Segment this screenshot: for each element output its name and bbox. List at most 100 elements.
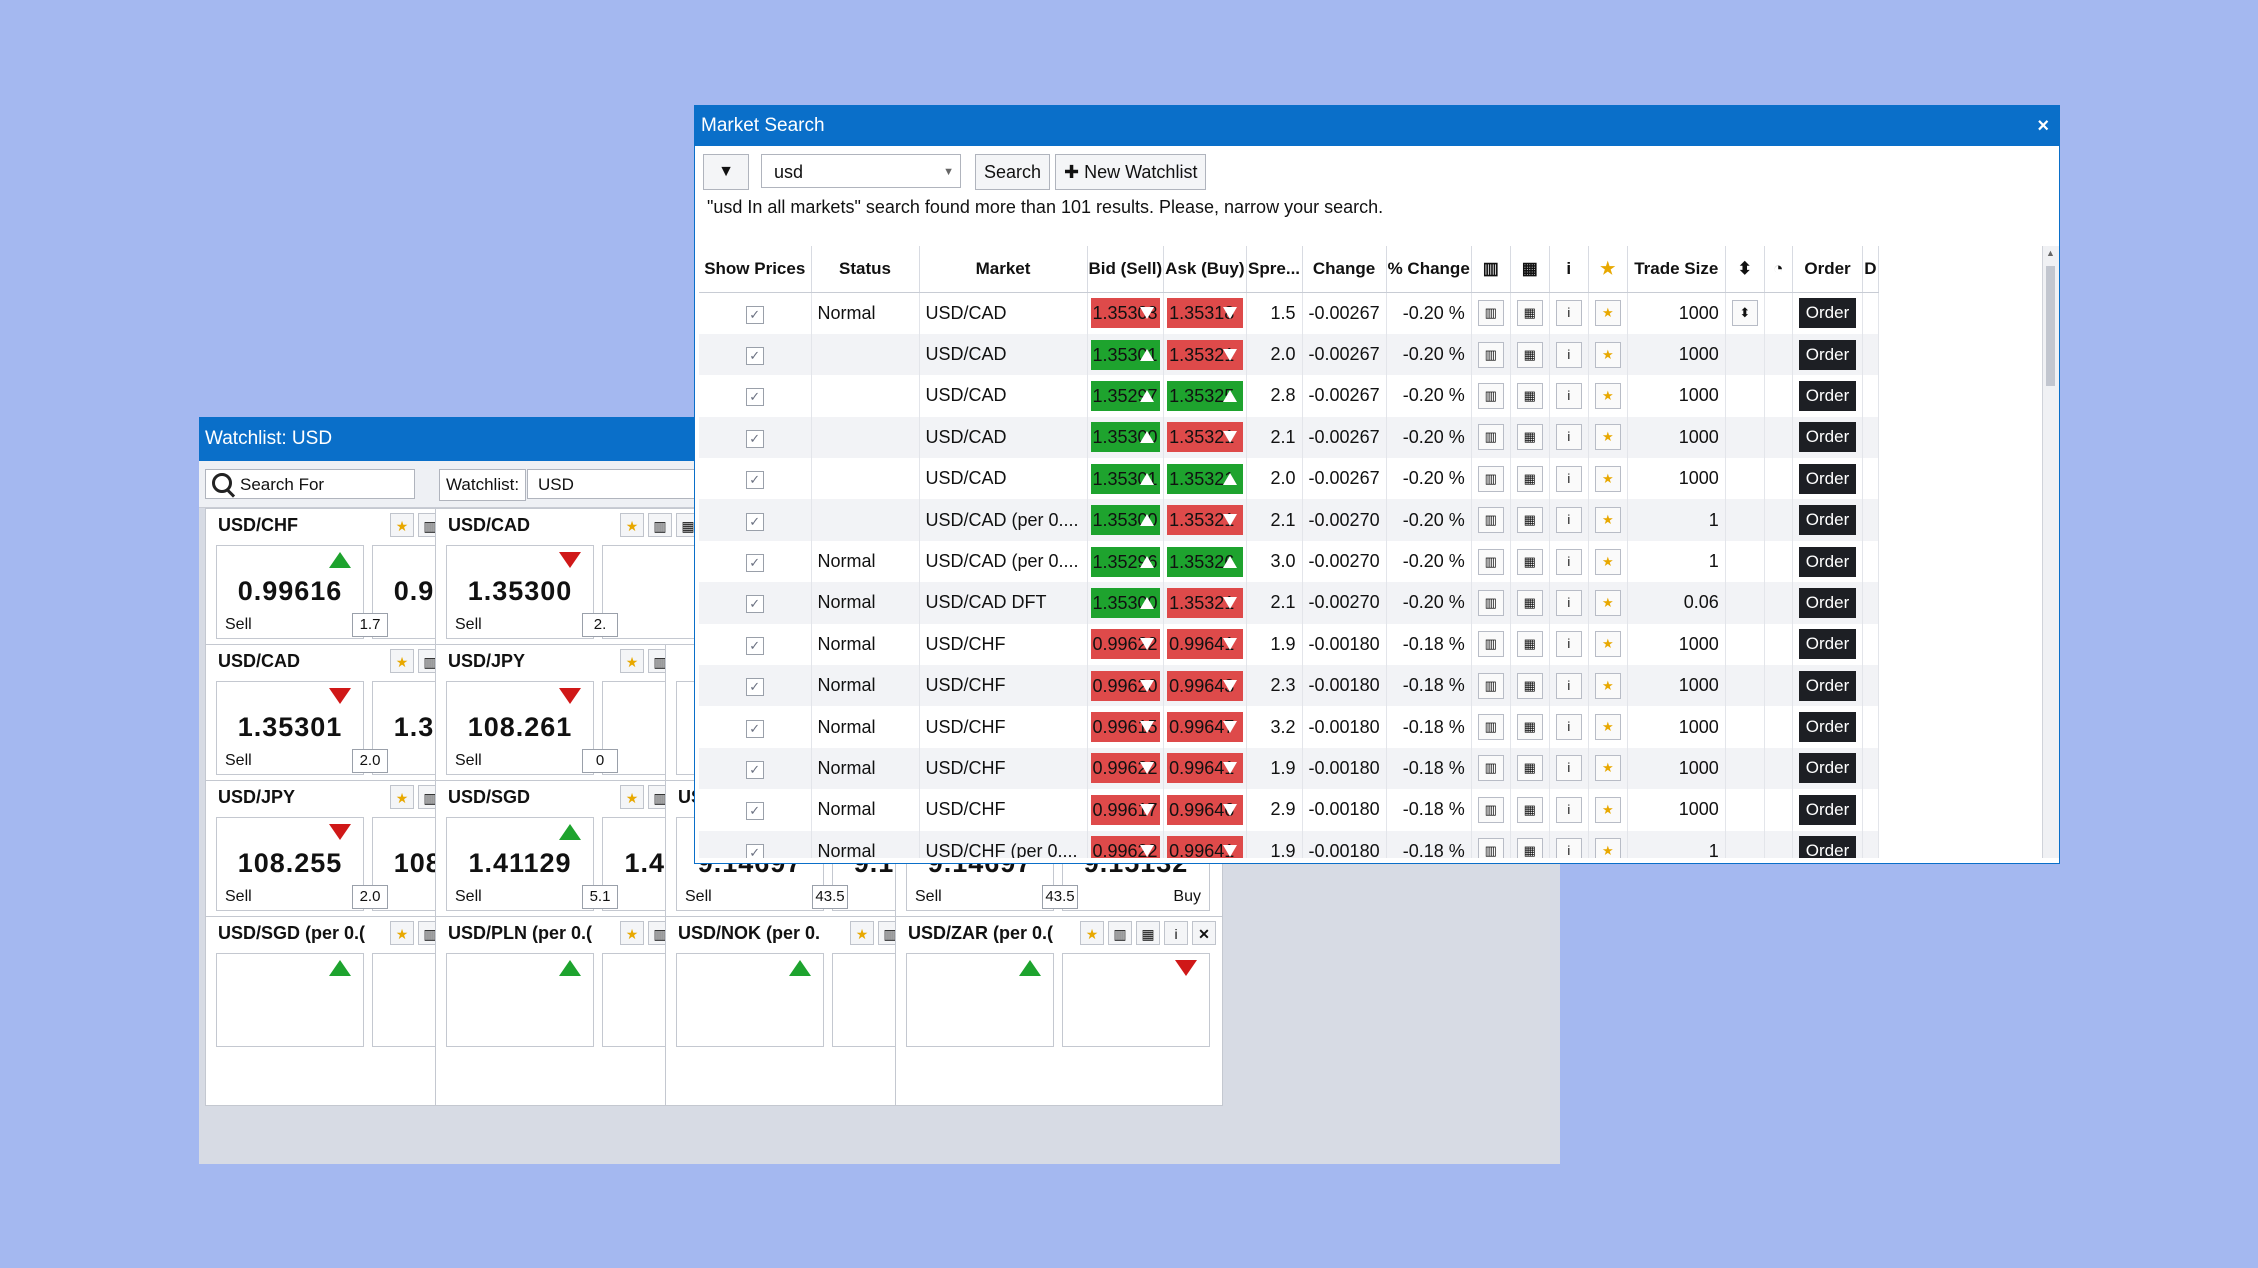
bid-price[interactable]: 1.35300 (1090, 587, 1161, 618)
order-button[interactable]: Order (1798, 670, 1857, 701)
info-icon[interactable]: i (1555, 382, 1582, 409)
show-prices-checkbox[interactable]: ✓ (745, 429, 764, 448)
trade-size-cell[interactable]: 1000 (1627, 789, 1726, 831)
bid-price[interactable]: 0.99615 (1090, 712, 1161, 743)
column-header[interactable]: Spre... (1246, 246, 1303, 293)
bid-cell[interactable]: 0.99620 (1087, 665, 1165, 707)
market-cell[interactable]: USD/CAD (919, 416, 1088, 459)
column-header-calendar-icon[interactable]: ▦ (1510, 246, 1550, 293)
ask-price[interactable]: 1.35326 (1167, 546, 1243, 577)
pin-icon[interactable]: ⬍ (1731, 300, 1758, 327)
ask-cell[interactable]: 0.99646 (1163, 789, 1247, 831)
star-icon[interactable]: ★ (1594, 341, 1621, 368)
bid-cell[interactable]: 1.35300 (1087, 416, 1165, 459)
calendar-icon[interactable]: ▦ (1516, 382, 1543, 409)
star-icon[interactable]: ★ (620, 921, 644, 945)
order-button[interactable]: Order (1798, 505, 1857, 536)
calendar-icon[interactable]: ▦ (1516, 796, 1543, 823)
table-row[interactable]: ✓ USD/CAD 1.35301 1.35321 2.0 -0.00267 -… (699, 458, 1879, 500)
column-header[interactable]: Order (1792, 246, 1864, 293)
info-icon[interactable]: i (1555, 424, 1582, 451)
ask-cell[interactable]: 0.99641 (1163, 623, 1247, 666)
bid-cell[interactable]: 0.99622 (1087, 623, 1165, 666)
calendar-icon[interactable]: ▦ (1516, 507, 1543, 534)
show-prices-checkbox[interactable]: ✓ (745, 636, 764, 655)
chart-icon[interactable]: ▥ (1477, 507, 1504, 534)
column-header[interactable]: Change (1302, 246, 1387, 293)
show-prices-checkbox[interactable]: ✓ (745, 347, 764, 366)
table-row[interactable]: ✓ USD/CAD 1.35301 1.35321 2.0 -0.00267 -… (699, 333, 1879, 376)
ask-cell[interactable]: 1.35325 (1163, 375, 1247, 417)
chart-icon[interactable]: ▥ (1477, 548, 1504, 575)
ask-price[interactable]: 1.35321 (1167, 587, 1243, 618)
bid-price[interactable]: 0.99622 (1090, 836, 1161, 858)
trade-size-cell[interactable]: 1000 (1627, 623, 1726, 666)
bid-price[interactable]: 1.35301 (1090, 463, 1161, 494)
market-cell[interactable]: USD/CAD (919, 333, 1088, 376)
star-icon[interactable]: ★ (1594, 548, 1621, 575)
table-row[interactable]: ✓ USD/CAD 1.35300 1.35321 2.1 -0.00267 -… (699, 416, 1879, 459)
column-header[interactable]: D (1862, 246, 1879, 293)
bid-cell[interactable]: 0.99615 (1087, 706, 1165, 748)
info-icon[interactable]: i (1555, 672, 1582, 699)
star-icon[interactable]: ★ (620, 785, 644, 809)
market-cell[interactable]: USD/CAD (919, 458, 1088, 500)
star-icon[interactable]: ★ (1594, 382, 1621, 409)
market-search-titlebar[interactable]: Market Search × (695, 106, 2059, 146)
ask-price[interactable]: 1.35325 (1167, 380, 1243, 411)
order-button[interactable]: Order (1798, 380, 1857, 411)
table-row[interactable]: ✓ Normal USD/CHF 0.99617 0.99646 2.9 -0.… (699, 789, 1879, 831)
order-button[interactable]: Order (1798, 794, 1857, 825)
ask-price[interactable]: 0.99647 (1167, 712, 1243, 743)
info-icon[interactable]: i (1555, 548, 1582, 575)
filter-dropdown[interactable]: ▼ (703, 154, 749, 190)
ask-price[interactable]: 1.35321 (1167, 339, 1243, 370)
ask-cell[interactable]: 1.35326 (1163, 540, 1247, 583)
ask-price[interactable]: 1.35321 (1167, 463, 1243, 494)
bid-cell[interactable]: 0.99617 (1087, 789, 1165, 831)
star-icon[interactable]: ★ (1594, 465, 1621, 492)
bid-cell[interactable]: 1.35297 (1087, 375, 1165, 417)
show-prices-checkbox[interactable]: ✓ (745, 554, 764, 573)
market-cell[interactable]: USD/CHF (919, 706, 1088, 748)
column-header[interactable]: Status (811, 246, 920, 293)
star-icon[interactable]: ★ (390, 785, 414, 809)
close-icon[interactable]: ✕ (1192, 921, 1216, 945)
star-icon[interactable]: ★ (1594, 796, 1621, 823)
star-icon[interactable]: ★ (850, 921, 874, 945)
show-prices-checkbox[interactable]: ✓ (745, 471, 764, 490)
ask-cell[interactable]: 0.99643 (1163, 665, 1247, 707)
trade-size-cell[interactable]: 1000 (1627, 665, 1726, 707)
market-cell[interactable]: USD/CAD DFT (919, 582, 1088, 624)
info-icon[interactable]: i (1555, 714, 1582, 741)
market-cell[interactable]: USD/CHF (per 0.... (919, 830, 1088, 858)
calendar-icon[interactable]: ▦ (1516, 755, 1543, 782)
chart-icon[interactable]: ▥ (1477, 714, 1504, 741)
market-cell[interactable]: USD/CHF (919, 789, 1088, 831)
info-icon[interactable]: i (1555, 465, 1582, 492)
table-row[interactable]: ✓ Normal USD/CAD DFT 1.35300 1.35321 2.1… (699, 582, 1879, 624)
column-header[interactable]: Ask (Buy) (1163, 246, 1247, 293)
order-button[interactable]: Order (1798, 463, 1857, 494)
trade-size-cell[interactable]: 1000 (1627, 416, 1726, 459)
new-watchlist-button[interactable]: ✚ New Watchlist (1055, 154, 1207, 190)
ask-price[interactable]: 1.35318 (1167, 298, 1243, 329)
bid-price[interactable]: 1.35300 (1090, 422, 1161, 453)
bid-cell[interactable]: 1.35296 (1087, 540, 1165, 583)
market-cell[interactable]: USD/CAD (per 0.... (919, 540, 1088, 583)
chart-icon[interactable]: ▥ (1477, 672, 1504, 699)
table-row[interactable]: ✓ Normal USD/CHF 0.99615 0.99647 3.2 -0.… (699, 706, 1879, 748)
close-icon[interactable]: × (2037, 115, 2049, 137)
trade-size-cell[interactable]: 1 (1627, 540, 1726, 583)
order-button[interactable]: Order (1798, 422, 1857, 453)
market-cell[interactable]: USD/CAD (919, 375, 1088, 417)
sell-price-button[interactable]: 1.41129 Sell (446, 817, 594, 911)
calendar-icon[interactable]: ▦ (1136, 921, 1160, 945)
bid-price[interactable]: 1.35296 (1090, 546, 1161, 577)
sell-price-button[interactable]: 1.35300 Sell (446, 545, 594, 639)
show-prices-checkbox[interactable]: ✓ (745, 802, 764, 821)
search-input[interactable]: usd ▼ (761, 154, 961, 188)
calendar-icon[interactable]: ▦ (1516, 631, 1543, 658)
column-header[interactable]: Market (919, 246, 1088, 293)
market-cell[interactable]: USD/CHF (919, 665, 1088, 707)
